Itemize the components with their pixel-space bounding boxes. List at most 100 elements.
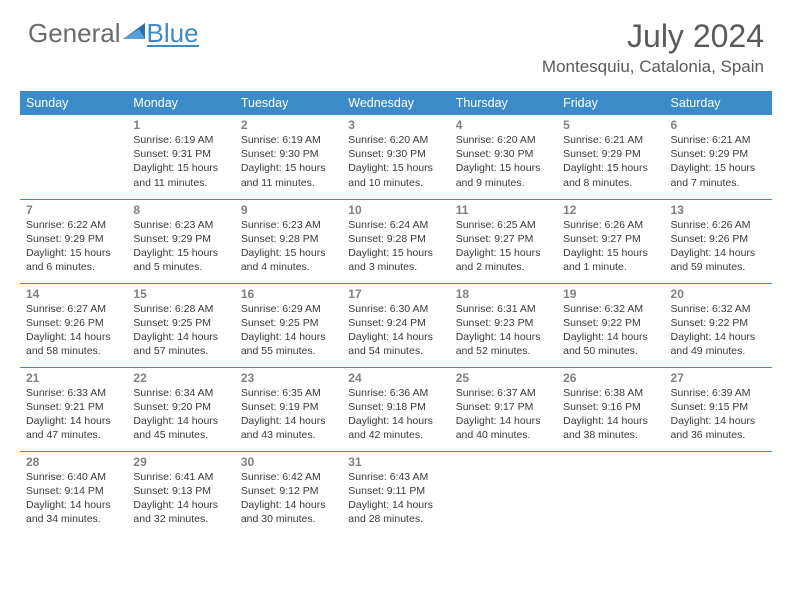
day-number: 6 [671,118,766,132]
day-number: 17 [348,287,443,301]
calendar-day-cell: 2Sunrise: 6:19 AMSunset: 9:30 PMDaylight… [235,115,342,199]
calendar-table: Sunday Monday Tuesday Wednesday Thursday… [20,91,772,535]
day-info: Sunrise: 6:31 AMSunset: 9:23 PMDaylight:… [456,302,551,359]
day-info: Sunrise: 6:28 AMSunset: 9:25 PMDaylight:… [133,302,228,359]
calendar-week-row: 14Sunrise: 6:27 AMSunset: 9:26 PMDayligh… [20,283,772,367]
brand-word-2: Blue [147,18,199,49]
calendar-day-cell: 24Sunrise: 6:36 AMSunset: 9:18 PMDayligh… [342,367,449,451]
day-number: 1 [133,118,228,132]
day-info: Sunrise: 6:23 AMSunset: 9:29 PMDaylight:… [133,218,228,275]
page-header: General Blue July 2024 Montesquiu, Catal… [0,0,792,85]
calendar-day-cell: 30Sunrise: 6:42 AMSunset: 9:12 PMDayligh… [235,451,342,535]
weekday-header: Thursday [450,91,557,115]
day-info: Sunrise: 6:23 AMSunset: 9:28 PMDaylight:… [241,218,336,275]
day-info: Sunrise: 6:35 AMSunset: 9:19 PMDaylight:… [241,386,336,443]
day-number: 18 [456,287,551,301]
day-number: 4 [456,118,551,132]
day-number: 28 [26,455,121,469]
day-info: Sunrise: 6:32 AMSunset: 9:22 PMDaylight:… [563,302,658,359]
day-number: 12 [563,203,658,217]
weekday-header: Tuesday [235,91,342,115]
day-number: 11 [456,203,551,217]
day-number: 10 [348,203,443,217]
calendar-day-cell: 13Sunrise: 6:26 AMSunset: 9:26 PMDayligh… [665,199,772,283]
day-info: Sunrise: 6:41 AMSunset: 9:13 PMDaylight:… [133,470,228,527]
day-info: Sunrise: 6:22 AMSunset: 9:29 PMDaylight:… [26,218,121,275]
day-info: Sunrise: 6:37 AMSunset: 9:17 PMDaylight:… [456,386,551,443]
day-info: Sunrise: 6:26 AMSunset: 9:27 PMDaylight:… [563,218,658,275]
day-info: Sunrise: 6:32 AMSunset: 9:22 PMDaylight:… [671,302,766,359]
calendar-day-cell [557,451,664,535]
day-number: 15 [133,287,228,301]
calendar-day-cell [20,115,127,199]
calendar-day-cell: 1Sunrise: 6:19 AMSunset: 9:31 PMDaylight… [127,115,234,199]
calendar-day-cell [665,451,772,535]
calendar-day-cell: 21Sunrise: 6:33 AMSunset: 9:21 PMDayligh… [20,367,127,451]
day-info: Sunrise: 6:30 AMSunset: 9:24 PMDaylight:… [348,302,443,359]
calendar-day-cell: 6Sunrise: 6:21 AMSunset: 9:29 PMDaylight… [665,115,772,199]
calendar-day-cell: 5Sunrise: 6:21 AMSunset: 9:29 PMDaylight… [557,115,664,199]
day-number: 2 [241,118,336,132]
day-number: 14 [26,287,121,301]
calendar-day-cell: 15Sunrise: 6:28 AMSunset: 9:25 PMDayligh… [127,283,234,367]
day-info: Sunrise: 6:34 AMSunset: 9:20 PMDaylight:… [133,386,228,443]
calendar-week-row: 28Sunrise: 6:40 AMSunset: 9:14 PMDayligh… [20,451,772,535]
calendar-day-cell: 18Sunrise: 6:31 AMSunset: 9:23 PMDayligh… [450,283,557,367]
brand-word-1: General [28,18,121,49]
day-number: 29 [133,455,228,469]
day-number: 20 [671,287,766,301]
calendar-week-row: 7Sunrise: 6:22 AMSunset: 9:29 PMDaylight… [20,199,772,283]
calendar-day-cell: 26Sunrise: 6:38 AMSunset: 9:16 PMDayligh… [557,367,664,451]
day-info: Sunrise: 6:21 AMSunset: 9:29 PMDaylight:… [563,133,658,190]
location-label: Montesquiu, Catalonia, Spain [542,57,764,77]
calendar-day-cell: 10Sunrise: 6:24 AMSunset: 9:28 PMDayligh… [342,199,449,283]
day-info: Sunrise: 6:29 AMSunset: 9:25 PMDaylight:… [241,302,336,359]
day-number: 30 [241,455,336,469]
day-info: Sunrise: 6:24 AMSunset: 9:28 PMDaylight:… [348,218,443,275]
weekday-header: Saturday [665,91,772,115]
calendar-day-cell: 20Sunrise: 6:32 AMSunset: 9:22 PMDayligh… [665,283,772,367]
day-number: 5 [563,118,658,132]
calendar-day-cell: 4Sunrise: 6:20 AMSunset: 9:30 PMDaylight… [450,115,557,199]
day-number: 22 [133,371,228,385]
day-info: Sunrise: 6:39 AMSunset: 9:15 PMDaylight:… [671,386,766,443]
calendar-week-row: 1Sunrise: 6:19 AMSunset: 9:31 PMDaylight… [20,115,772,199]
calendar-day-cell: 12Sunrise: 6:26 AMSunset: 9:27 PMDayligh… [557,199,664,283]
calendar-week-row: 21Sunrise: 6:33 AMSunset: 9:21 PMDayligh… [20,367,772,451]
month-title: July 2024 [542,18,764,55]
day-info: Sunrise: 6:43 AMSunset: 9:11 PMDaylight:… [348,470,443,527]
calendar-day-cell: 14Sunrise: 6:27 AMSunset: 9:26 PMDayligh… [20,283,127,367]
day-info: Sunrise: 6:25 AMSunset: 9:27 PMDaylight:… [456,218,551,275]
day-number: 3 [348,118,443,132]
day-number: 7 [26,203,121,217]
calendar-day-cell: 8Sunrise: 6:23 AMSunset: 9:29 PMDaylight… [127,199,234,283]
day-number: 24 [348,371,443,385]
calendar-day-cell: 17Sunrise: 6:30 AMSunset: 9:24 PMDayligh… [342,283,449,367]
day-info: Sunrise: 6:19 AMSunset: 9:30 PMDaylight:… [241,133,336,190]
calendar-day-cell [450,451,557,535]
calendar-day-cell: 31Sunrise: 6:43 AMSunset: 9:11 PMDayligh… [342,451,449,535]
day-number: 13 [671,203,766,217]
title-block: July 2024 Montesquiu, Catalonia, Spain [542,18,764,77]
day-number: 16 [241,287,336,301]
day-number: 31 [348,455,443,469]
day-info: Sunrise: 6:20 AMSunset: 9:30 PMDaylight:… [348,133,443,190]
calendar-day-cell: 19Sunrise: 6:32 AMSunset: 9:22 PMDayligh… [557,283,664,367]
day-info: Sunrise: 6:42 AMSunset: 9:12 PMDaylight:… [241,470,336,527]
day-info: Sunrise: 6:36 AMSunset: 9:18 PMDaylight:… [348,386,443,443]
day-info: Sunrise: 6:40 AMSunset: 9:14 PMDaylight:… [26,470,121,527]
weekday-header-row: Sunday Monday Tuesday Wednesday Thursday… [20,91,772,115]
day-info: Sunrise: 6:33 AMSunset: 9:21 PMDaylight:… [26,386,121,443]
calendar-day-cell: 7Sunrise: 6:22 AMSunset: 9:29 PMDaylight… [20,199,127,283]
day-number: 26 [563,371,658,385]
day-info: Sunrise: 6:21 AMSunset: 9:29 PMDaylight:… [671,133,766,190]
calendar-day-cell: 28Sunrise: 6:40 AMSunset: 9:14 PMDayligh… [20,451,127,535]
day-info: Sunrise: 6:27 AMSunset: 9:26 PMDaylight:… [26,302,121,359]
day-number: 9 [241,203,336,217]
day-info: Sunrise: 6:20 AMSunset: 9:30 PMDaylight:… [456,133,551,190]
calendar-day-cell: 22Sunrise: 6:34 AMSunset: 9:20 PMDayligh… [127,367,234,451]
brand-triangle-icon [123,21,145,46]
calendar-day-cell: 9Sunrise: 6:23 AMSunset: 9:28 PMDaylight… [235,199,342,283]
weekday-header: Monday [127,91,234,115]
day-number: 8 [133,203,228,217]
